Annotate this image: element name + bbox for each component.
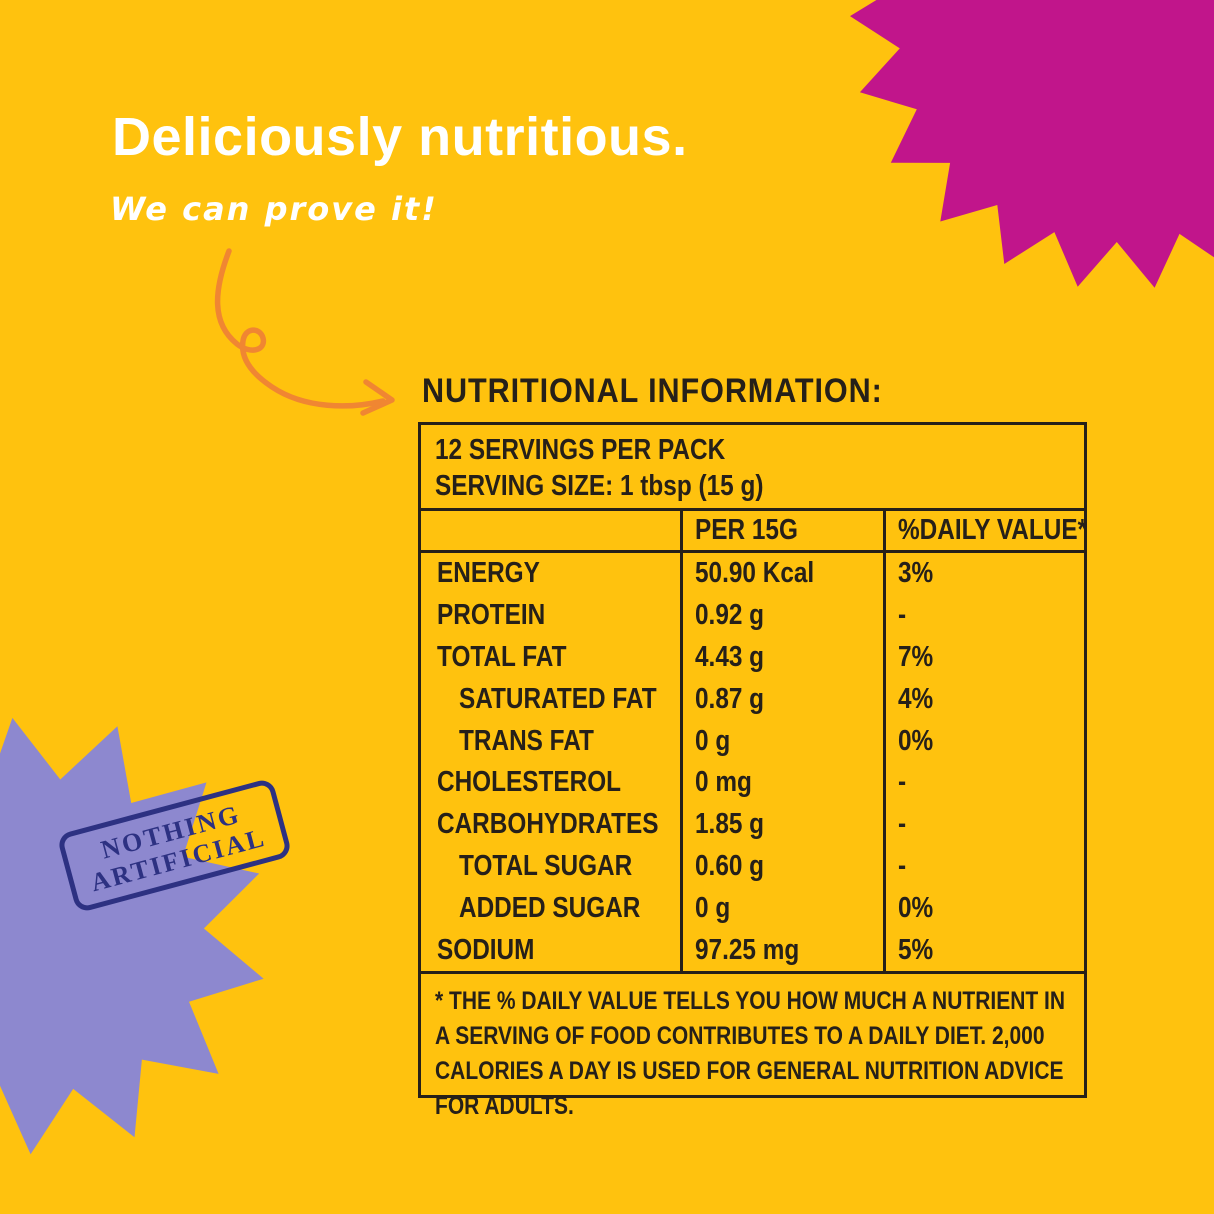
nutrient-daily-value: 5% [883,929,1084,971]
nutrient-value: 4.43 g [680,636,883,679]
nutrient-value: 0.87 g [680,678,883,721]
hero-title: Deliciously nutritious. [112,107,688,167]
nutrition-table: 12 SERVINGS PER PACK SERVING SIZE: 1 tbs… [418,422,1087,1120]
curved-arrow-line [214,248,386,409]
nutrient-label: TRANS FAT [459,724,594,757]
nutrient-label: CHOLESTEROL [437,766,622,799]
nutrient-daily-value: 3% [883,553,1084,595]
serving-size: SERVING SIZE: 1 tbsp (15 g) [435,470,764,502]
nutrient-value: 0 g [680,720,883,762]
curved-arrow-head [360,379,395,416]
nutrient-daily-value: - [883,845,1084,888]
nutrient-label: PROTEIN [437,599,546,632]
nutrient-value: 1.85 g [680,803,883,846]
servings-per-pack: 12 SERVINGS PER PACK [435,434,726,466]
magenta-starburst-shape [850,0,1214,288]
nutrient-value: 0.60 g [680,845,883,888]
nutrient-value: 50.90 Kcal [680,553,883,595]
header-blank [421,511,680,550]
table-body: ENERGY 50.90 Kcal 3% PROTEIN 0.92 g - TO… [421,553,1084,971]
nutrient-daily-value: - [883,594,1084,637]
nutrient-value: 0 g [680,887,883,930]
nutrient-daily-value: 0% [883,720,1084,762]
nutrition-heading: NUTRITIONAL INFORMATION: [422,372,883,410]
nutrient-value: 0 mg [680,761,883,804]
table-header-row: PER 15G %DAILY VALUE* [421,508,1087,553]
purple-starburst-shape [0,717,264,1155]
nutrient-daily-value: 0% [883,887,1084,930]
header-daily-value: %DAILY VALUE* [883,511,1087,550]
nutrient-value: 97.25 mg [680,929,883,971]
nutrient-daily-value: 7% [883,636,1084,679]
nutrient-label: TOTAL FAT [437,640,567,673]
daily-value-footnote: * THE % DAILY VALUE TELLS YOU HOW MUCH A… [421,971,1084,1134]
nutrient-label: SODIUM [437,933,535,966]
servings-section: 12 SERVINGS PER PACK SERVING SIZE: 1 tbs… [421,425,1084,508]
nutrient-daily-value: - [883,803,1084,846]
nutrient-daily-value: - [883,761,1084,804]
nutrient-label: SATURATED FAT [459,682,657,715]
header-per-15g: PER 15G [680,511,883,550]
nutrient-label: CARBOHYDRATES [437,808,659,841]
nothing-artificial-stamp: NOTHING ARTIFICIAL [56,777,293,914]
nutrient-label: ADDED SUGAR [459,891,641,924]
nutrient-daily-value: 4% [883,678,1084,721]
nutrient-label: TOTAL SUGAR [459,849,633,882]
hero-subtitle: We can prove it! [110,190,438,228]
nutrient-value: 0.92 g [680,594,883,637]
nutrient-label: ENERGY [437,557,540,590]
